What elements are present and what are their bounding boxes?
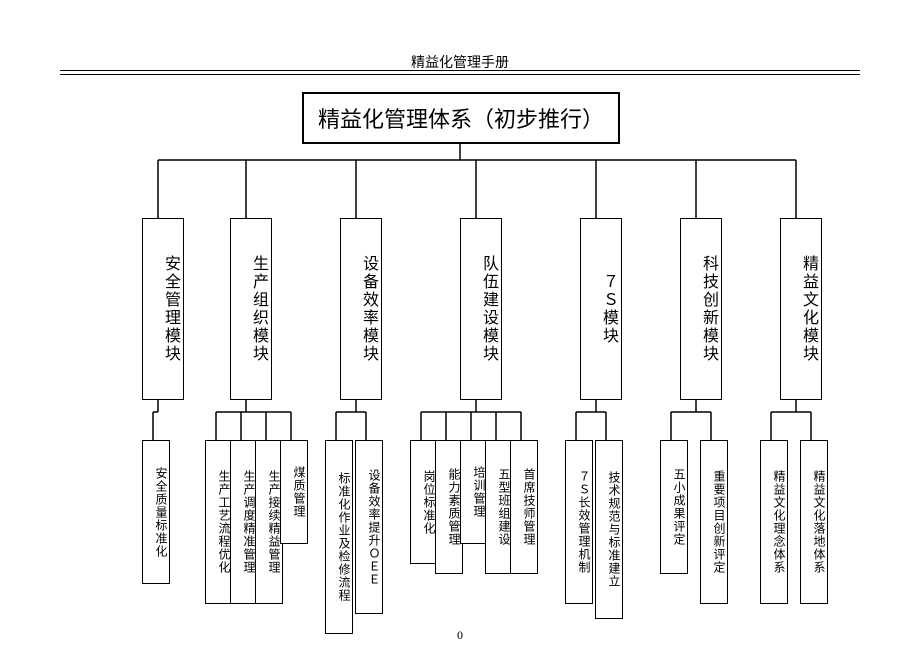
leaf-node: 五小成果评定: [660, 440, 688, 574]
module-node: 队伍建设模块: [460, 218, 502, 400]
leaf-node: 重要项目创新评定: [700, 440, 728, 604]
leaf-node: 生产接续精益管理: [255, 440, 283, 604]
header-rule-2: [60, 74, 860, 75]
module-node: 设备效率模块: [340, 218, 382, 400]
module-node: 科技创新模块: [680, 218, 722, 400]
leaf-node: ７Ｓ长效管理机制: [565, 440, 593, 604]
module-node: ７Ｓ模块: [580, 218, 622, 400]
module-node: 精益文化模块: [780, 218, 822, 400]
leaf-node: 生产调度精准管理: [230, 440, 258, 604]
leaf-node: 生产工艺流程优化: [205, 440, 233, 604]
leaf-node: 能力素质管理: [435, 440, 463, 574]
page-footer: 0: [0, 628, 920, 643]
module-node: 生产组织模块: [230, 218, 272, 400]
leaf-node: 精益文化理念体系: [760, 440, 788, 604]
leaf-node: 培训管理: [460, 440, 488, 544]
root-node: 精益化管理体系（初步推行）: [302, 92, 620, 144]
leaf-node: 技术规范与标准建立: [595, 440, 623, 619]
header-rule-1: [60, 70, 860, 71]
leaf-node: 标准化作业及检修流程: [325, 440, 353, 634]
page-header: 精益化管理手册: [0, 52, 920, 72]
leaf-node: 精益文化落地体系: [800, 440, 828, 604]
page: 精益化管理手册 精益化管理体系（初步推行） 安全管理模块安全质量标准化 生产组织模块…: [0, 0, 920, 652]
leaf-node: 设备效率提升ＯＥＥ: [355, 440, 383, 614]
leaf-node: 五型班组建设: [485, 440, 513, 574]
module-node: 安全管理模块: [142, 218, 184, 400]
leaf-node: 岗位标准化: [410, 440, 438, 564]
leaf-node: 首席技师管理: [510, 440, 538, 574]
leaf-node: 安全质量标准化: [142, 440, 170, 584]
leaf-node: 煤质管理: [280, 440, 308, 544]
